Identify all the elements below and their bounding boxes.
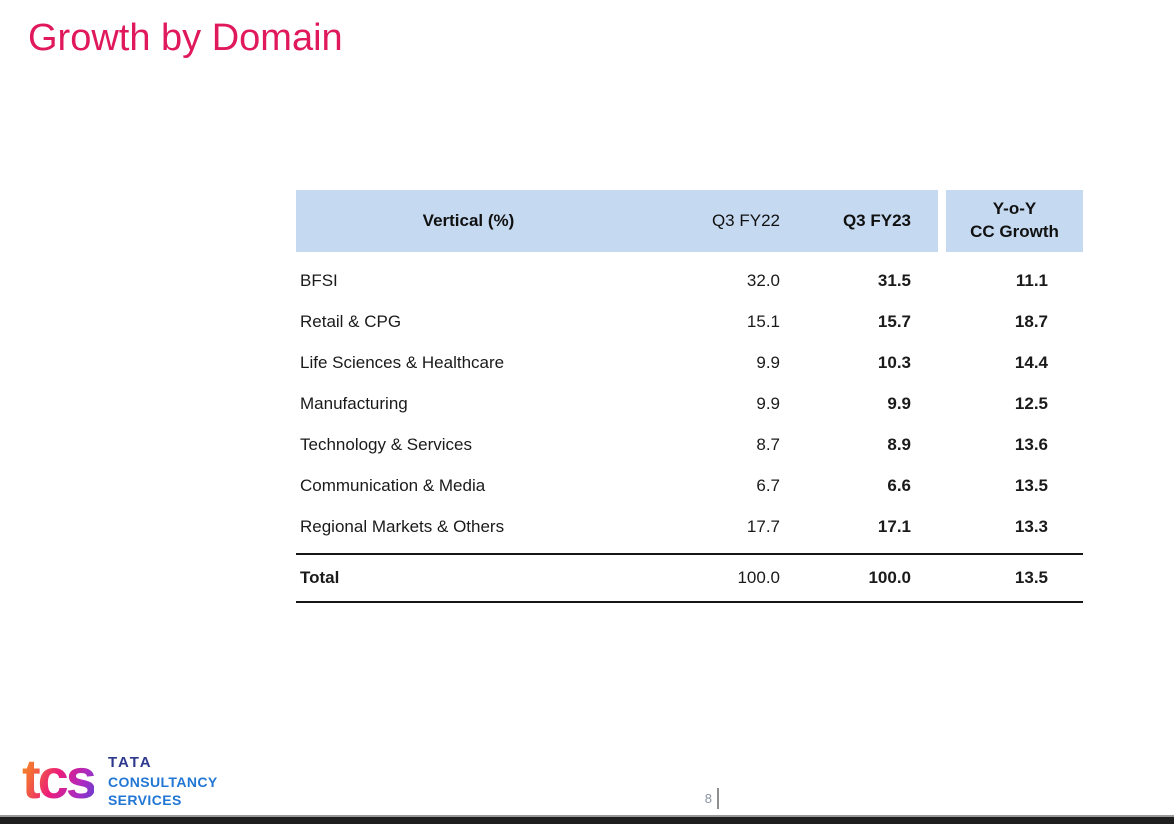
table-row-retail-cpg: Retail & CPG 15.1 15.7 18.7 (296, 301, 1083, 342)
growth-by-domain-table: Vertical (%) Q3 FY22 Q3 FY23 Y-o-Y CC Gr… (296, 190, 1083, 603)
wordmark-tata: TATA (107, 754, 153, 771)
table-header-row: Vertical (%) Q3 FY22 Q3 FY23 Y-o-Y CC Gr… (296, 190, 1083, 252)
row-q3fy23-value: 9.9 (887, 393, 911, 413)
table-row-bfsi: BFSI 32.0 31.5 11.1 (296, 260, 1083, 301)
tcs-script-logo: tcs (22, 746, 97, 810)
row-label: Manufacturing (300, 393, 408, 413)
wordmark-consultancy: CONSULTANCY (107, 773, 218, 790)
total-q3fy22-value: 100.0 (737, 568, 780, 587)
row-q3fy23-value: 31.5 (877, 270, 911, 290)
total-top-rule (296, 553, 1083, 555)
row-label: Life Sciences & Healthcare (300, 352, 505, 372)
row-q3fy23-value: 15.7 (877, 311, 911, 331)
row-label: Technology & Services (300, 434, 472, 454)
row-q3fy23-value: 10.3 (877, 352, 911, 372)
total-q3fy23-value: 100.0 (868, 568, 911, 587)
row-q3fy23-value: 8.9 (887, 434, 911, 454)
column-header-yoy-cc-growth: Y-o-Y CC Growth (946, 190, 1083, 252)
row-q3fy22-value: 9.9 (756, 393, 780, 413)
column-header-yoy-line1: Y-o-Y (992, 199, 1037, 219)
table-body: BFSI 32.0 31.5 11.1 Retail & CPG 15.1 15… (296, 260, 1083, 603)
row-yoy-value: 11.1 (1015, 270, 1048, 290)
row-label: Retail & CPG (300, 311, 402, 331)
column-header-vertical: Vertical (%) (422, 211, 515, 230)
total-yoy-value: 13.5 (1014, 568, 1048, 587)
row-q3fy22-value: 32.0 (746, 270, 780, 290)
bottom-border-bar (0, 815, 1174, 824)
page-number: 8 (704, 791, 712, 806)
row-label: BFSI (300, 270, 338, 290)
header-background-yoy (946, 190, 1083, 252)
row-yoy-value: 13.5 (1014, 475, 1048, 495)
column-header-q3fy23: Q3 FY23 (842, 211, 911, 230)
row-yoy-value: 13.3 (1014, 516, 1048, 536)
row-q3fy23-value: 17.1 (877, 516, 911, 536)
row-yoy-value: 14.4 (1014, 352, 1048, 372)
table-row-regional-markets: Regional Markets & Others 17.7 17.1 13.3 (296, 506, 1083, 547)
wordmark-services: SERVICES (107, 791, 182, 808)
column-header-q3fy22: Q3 FY22 (711, 211, 780, 230)
row-q3fy22-value: 15.1 (746, 311, 780, 331)
row-q3fy22-value: 17.7 (746, 516, 780, 536)
row-q3fy22-value: 9.9 (756, 352, 780, 372)
row-label: Regional Markets & Others (300, 516, 505, 536)
row-q3fy23-value: 6.6 (887, 475, 911, 495)
total-label: Total (300, 568, 340, 587)
page-number-divider (717, 788, 719, 809)
header-background-main (296, 190, 938, 252)
row-q3fy22-value: 8.7 (756, 434, 780, 454)
row-label: Communication & Media (300, 475, 486, 495)
tata-wordmark: TATA CONSULTANCY SERVICES (108, 754, 218, 809)
total-bottom-rule (296, 601, 1083, 603)
table-row-life-sciences: Life Sciences & Healthcare 9.9 10.3 14.4 (296, 342, 1083, 383)
page-title: Growth by Domain (28, 17, 343, 59)
table-row-technology-services: Technology & Services 8.7 8.9 13.6 (296, 424, 1083, 465)
row-yoy-value: 12.5 (1014, 393, 1048, 413)
row-yoy-value: 13.6 (1014, 434, 1048, 454)
table-row-communication-media: Communication & Media 6.7 6.6 13.5 (296, 465, 1083, 506)
table-row-manufacturing: Manufacturing 9.9 9.9 12.5 (296, 383, 1083, 424)
row-yoy-value: 18.7 (1014, 311, 1048, 331)
tcs-logo: tcs TATA CONSULTANCY SERVICES (22, 748, 218, 809)
row-q3fy22-value: 6.7 (756, 475, 780, 495)
column-header-yoy-line2: CC Growth (970, 222, 1059, 241)
table-row-total: Total 100.0 100.0 13.5 (296, 555, 1083, 601)
